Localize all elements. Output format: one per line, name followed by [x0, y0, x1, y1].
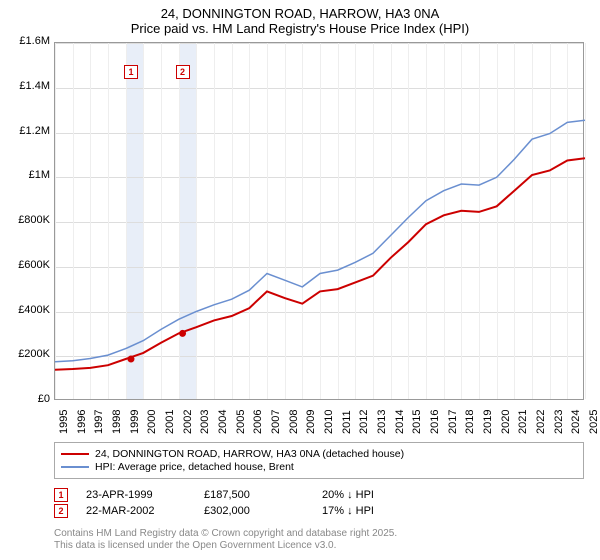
x-tick-label: 2007	[270, 410, 282, 434]
x-tick-label: 2025	[588, 410, 600, 434]
sale-row-marker: 2	[54, 504, 68, 518]
legend-swatch	[61, 466, 89, 468]
series-price_paid	[55, 158, 585, 370]
chart-svg	[55, 43, 585, 401]
footer-line1: Contains HM Land Registry data © Crown c…	[54, 528, 397, 540]
grid-line-v	[585, 43, 586, 399]
x-tick-label: 2006	[252, 410, 264, 434]
x-tick-label: 2022	[535, 410, 547, 434]
x-tick-label: 2023	[553, 410, 565, 434]
x-tick-label: 1998	[111, 410, 123, 434]
sale-price: £302,000	[204, 505, 304, 517]
sales-table: 1 23-APR-1999 £187,500 20% ↓ HPI 2 22-MAR-200…	[54, 486, 422, 520]
y-tick-label: £200K	[4, 348, 50, 360]
sale-row-marker: 1	[54, 488, 68, 502]
legend-label: 24, DONNINGTON ROAD, HARROW, HA3 0NA (de…	[95, 448, 404, 460]
y-tick-label: £600K	[4, 259, 50, 271]
x-tick-label: 2003	[199, 410, 211, 434]
sale-pct: 20% ↓ HPI	[322, 489, 422, 501]
sale-point-2	[179, 330, 186, 337]
series-hpi	[55, 120, 585, 362]
title-block: 24, DONNINGTON ROAD, HARROW, HA3 0NA Pri…	[0, 0, 600, 38]
x-tick-label: 1997	[93, 410, 105, 434]
x-tick-label: 2011	[341, 410, 353, 434]
sale-date: 22-MAR-2002	[86, 505, 186, 517]
x-tick-label: 2008	[288, 410, 300, 434]
x-tick-label: 2002	[182, 410, 194, 434]
x-tick-label: 2004	[217, 410, 229, 434]
sale-date: 23-APR-1999	[86, 489, 186, 501]
sale-price: £187,500	[204, 489, 304, 501]
x-tick-label: 2012	[358, 410, 370, 434]
y-tick-label: £1.6M	[4, 35, 50, 47]
x-tick-label: 2014	[394, 410, 406, 434]
x-tick-label: 2020	[500, 410, 512, 434]
x-tick-label: 2016	[429, 410, 441, 434]
legend-label: HPI: Average price, detached house, Bren…	[95, 461, 294, 473]
legend-item: HPI: Average price, detached house, Bren…	[61, 461, 577, 473]
title-line1: 24, DONNINGTON ROAD, HARROW, HA3 0NA	[0, 6, 600, 21]
sale-row: 2 22-MAR-2002 £302,000 17% ↓ HPI	[54, 504, 422, 518]
sale-marker-box-1: 1	[124, 65, 138, 79]
y-tick-label: £1.4M	[4, 80, 50, 92]
sale-row: 1 23-APR-1999 £187,500 20% ↓ HPI	[54, 488, 422, 502]
y-tick-label: £0	[4, 393, 50, 405]
legend-box: 24, DONNINGTON ROAD, HARROW, HA3 0NA (de…	[54, 442, 584, 479]
x-tick-label: 2009	[305, 410, 317, 434]
x-tick-label: 2015	[411, 410, 423, 434]
y-tick-label: £400K	[4, 304, 50, 316]
y-tick-label: £800K	[4, 214, 50, 226]
x-tick-label: 2024	[570, 410, 582, 434]
x-tick-label: 1999	[129, 410, 141, 434]
x-tick-label: 2000	[146, 410, 158, 434]
sale-marker-box-2: 2	[176, 65, 190, 79]
footer-attribution: Contains HM Land Registry data © Crown c…	[54, 528, 397, 552]
chart-plot-area: 12	[54, 42, 584, 400]
legend-item: 24, DONNINGTON ROAD, HARROW, HA3 0NA (de…	[61, 448, 577, 460]
x-tick-label: 2013	[376, 410, 388, 434]
x-tick-label: 2017	[447, 410, 459, 434]
footer-line2: This data is licensed under the Open Gov…	[54, 540, 397, 552]
x-tick-label: 2018	[464, 410, 476, 434]
x-tick-label: 2005	[235, 410, 247, 434]
title-line2: Price paid vs. HM Land Registry's House …	[0, 21, 600, 36]
x-tick-label: 2010	[323, 410, 335, 434]
chart-container: 24, DONNINGTON ROAD, HARROW, HA3 0NA Pri…	[0, 0, 600, 560]
x-tick-label: 2019	[482, 410, 494, 434]
x-tick-label: 1995	[58, 410, 70, 434]
x-tick-label: 2021	[517, 410, 529, 434]
x-tick-label: 2001	[164, 410, 176, 434]
x-tick-label: 1996	[76, 410, 88, 434]
sale-point-1	[127, 356, 134, 363]
sale-pct: 17% ↓ HPI	[322, 505, 422, 517]
y-tick-label: £1.2M	[4, 125, 50, 137]
legend-swatch	[61, 453, 89, 455]
y-tick-label: £1M	[4, 169, 50, 181]
